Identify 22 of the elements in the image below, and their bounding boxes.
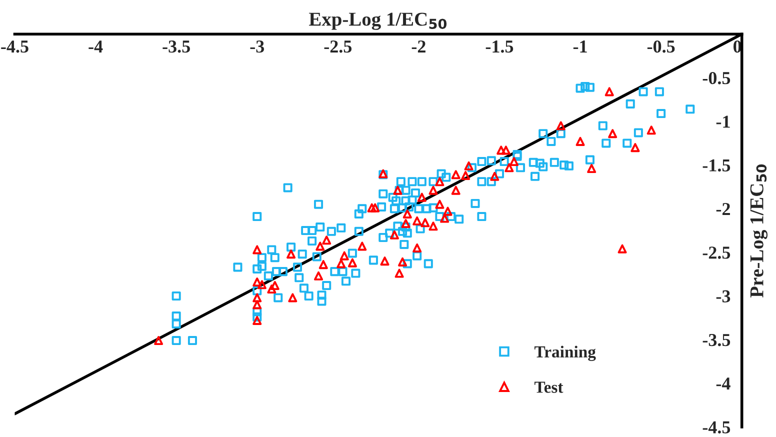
x-tick-label: -3.5: [162, 40, 190, 53]
x-tick-label: -4.5: [1, 40, 28, 53]
x-tick-label: -0.5: [647, 40, 675, 53]
x-tick-label: -2.5: [324, 40, 352, 53]
x-axis-title: Exp-Log 1/EC$_{50}$: [309, 12, 447, 30]
y-tick-label: -3.5: [702, 334, 730, 346]
legend-label: Test: [534, 382, 564, 393]
x-tick-label: -3: [250, 40, 264, 53]
x-tick-label: -1.5: [486, 40, 514, 53]
y-tick-label: -2: [716, 203, 730, 215]
y-tick-label: -1: [716, 116, 730, 128]
x-tick-label: -4: [88, 40, 103, 52]
y-axis-title: Pre-Log 1/EC$_{50}$: [750, 164, 768, 298]
legend-label: Training: [534, 346, 596, 362]
y-tick-label: -4: [716, 378, 730, 390]
y-tick-label: -1.5: [702, 159, 730, 172]
y-tick-label: -2.5: [702, 246, 730, 259]
x-tick-label: -2: [412, 40, 426, 52]
y-tick-label: -3: [716, 290, 730, 302]
y-tick-label: -0.5: [702, 72, 730, 84]
x-tick-label: -1: [573, 40, 587, 52]
y-tick-label: -4.5: [702, 421, 730, 434]
